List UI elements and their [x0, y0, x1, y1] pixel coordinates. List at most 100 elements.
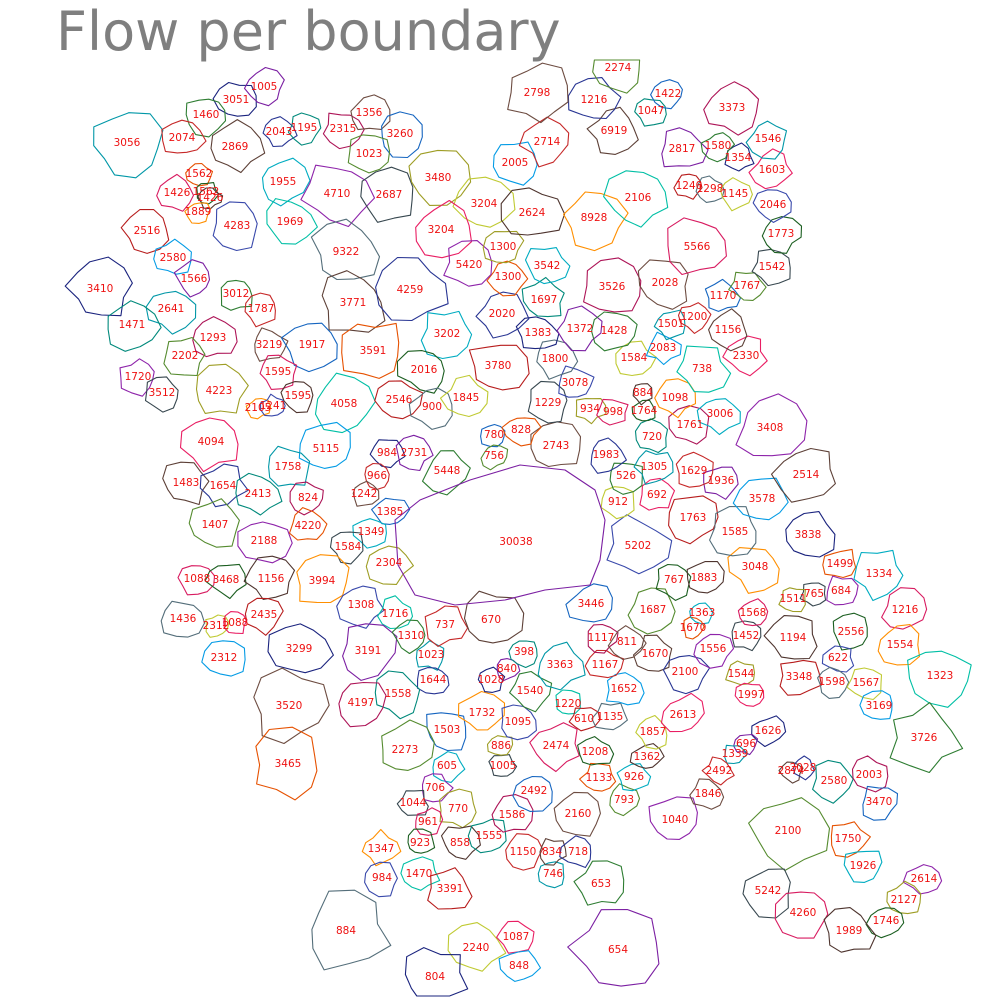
flow-value-label: 2869 [222, 141, 249, 153]
boundary-outline [859, 690, 893, 720]
boundary-outline [153, 238, 192, 275]
flow-value-label: 1716 [382, 608, 409, 620]
boundary-outline [342, 623, 398, 681]
flow-value-label: 1654 [210, 480, 237, 492]
boundary-outline [822, 548, 857, 579]
flow-value-label: 4197 [348, 697, 375, 709]
flow-value-label: 1511 [780, 593, 807, 605]
flow-value-label: 5115 [313, 443, 340, 455]
flow-value-label: 1460 [193, 109, 220, 121]
flow-value-label: 3771 [340, 297, 367, 309]
boundary-outline [253, 667, 330, 745]
flow-value-label: 1347 [368, 843, 395, 855]
boundary-outline [843, 850, 883, 883]
flow-value-label: 706 [425, 782, 445, 794]
flow-value-label: 1300 [490, 241, 517, 253]
boundary-outline [420, 310, 473, 360]
flow-value-label: 1544 [728, 668, 755, 680]
flow-value-label: 1567 [853, 677, 880, 689]
boundary-outline [724, 744, 749, 765]
flow-value-label: 1758 [275, 461, 302, 473]
boundary-outline [701, 756, 735, 786]
boundary-outline [375, 256, 449, 322]
flow-value-label: 1363 [689, 607, 716, 619]
flow-value-label: 670 [481, 614, 501, 626]
flow-value-label: 2330 [733, 350, 760, 362]
flow-value-label: 1763 [680, 512, 707, 524]
boundary-outline [289, 481, 324, 516]
flow-value-label: 840 [497, 663, 517, 675]
flow-value-label: 2492 [521, 785, 548, 797]
flow-value-label: 1499 [827, 558, 854, 570]
flow-value-label: 1088 [184, 573, 211, 585]
boundary-outline [704, 278, 742, 312]
central-zone-outline [394, 464, 606, 606]
flow-value-label: 1088 [222, 617, 249, 629]
flow-value-label: 1800 [542, 353, 569, 365]
flow-value-label: 3373 [719, 102, 746, 114]
boundary-outline [553, 791, 601, 837]
boundary-outline [591, 311, 638, 352]
flow-value-label: 654 [608, 944, 628, 956]
boundary-outline [616, 763, 652, 792]
flow-value-label: 1471 [119, 319, 146, 331]
boundary-outline [496, 658, 521, 682]
boundary-outline [559, 835, 592, 869]
boundary-outline [556, 305, 603, 352]
flow-value-label: 1955 [270, 176, 297, 188]
boundary-outline [259, 354, 298, 390]
boundary-outline [660, 692, 705, 733]
boundary-outline [352, 518, 387, 549]
flow-value-label: 2874 [778, 765, 805, 777]
boundary-outline [631, 399, 656, 422]
flow-value-label: 1555 [476, 830, 503, 842]
boundary-outline [573, 860, 625, 906]
flow-value-label: 828 [511, 424, 531, 436]
boundary-outline [770, 447, 836, 503]
boundary-outline [184, 202, 211, 224]
flow-value-label: 1005 [490, 760, 517, 772]
boundary-outline [396, 350, 445, 394]
boundary-outline [609, 783, 641, 817]
flow-value-label: 3299 [286, 643, 313, 655]
boundary-outline [886, 880, 922, 915]
flow-value-label: 5448 [434, 465, 461, 477]
boundary-outline [145, 290, 197, 335]
flow-value-label: 1670 [642, 648, 669, 660]
boundary-outline [352, 480, 380, 507]
boundary-outline [407, 828, 436, 854]
flow-value-label: 1028 [478, 674, 505, 686]
boundary-outline [627, 587, 676, 635]
boundary-outline [266, 198, 318, 245]
flow-value-label: 1385 [377, 506, 404, 518]
boundary-outline [846, 667, 883, 701]
flow-value-label: 1242 [351, 488, 378, 500]
flow-value-label: 1047 [638, 105, 665, 117]
flow-value-label: 1629 [681, 465, 708, 477]
flow-value-label: 1310 [398, 630, 425, 642]
flow-value-label: 2687 [376, 189, 403, 201]
flow-value-label: 3542 [534, 260, 561, 272]
flow-value-label: 1687 [640, 604, 667, 616]
boundary-outline [298, 421, 351, 469]
boundary-outline [508, 640, 538, 669]
flow-value-label: 1334 [866, 568, 893, 580]
flow-value-label: 1300 [495, 271, 522, 283]
flow-value-label: 1556 [700, 643, 727, 655]
boundary-outline [377, 595, 414, 630]
boundary-outline [457, 690, 506, 731]
flow-value-label: 1558 [385, 688, 412, 700]
flow-value-label: 2020 [489, 308, 516, 320]
flow-value-label: 2160 [565, 808, 592, 820]
boundary-outline [404, 947, 469, 997]
flow-value-label: 793 [614, 794, 634, 806]
flow-value-label: 1428 [601, 325, 628, 337]
flow-value-label: 3006 [707, 408, 734, 420]
boundary-outline [591, 702, 628, 731]
flow-value-label: 5242 [755, 885, 782, 897]
boundary-outline [607, 625, 647, 661]
flow-value-label: 1546 [755, 133, 782, 145]
flow-value-label: 1040 [662, 814, 689, 826]
boundary-outline [654, 378, 697, 419]
boundary-outline [615, 340, 657, 377]
